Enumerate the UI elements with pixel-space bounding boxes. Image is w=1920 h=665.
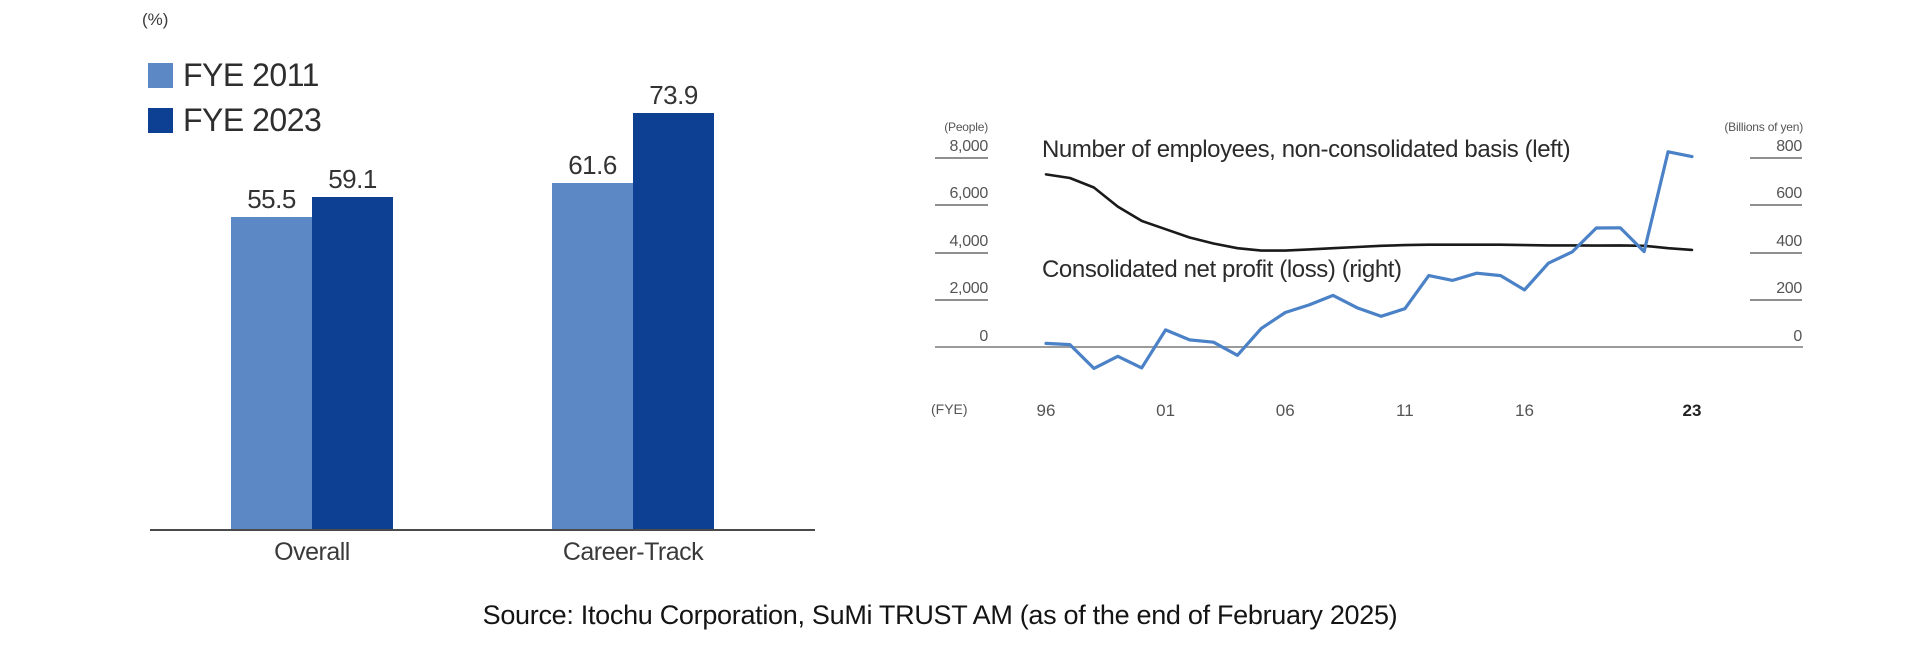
- right-axis-tick-label: 0: [1793, 328, 1802, 345]
- bar-career-track-fye-2023: [633, 113, 714, 530]
- right-axis-unit-label: (Billions of yen): [1724, 120, 1803, 134]
- left-axis-tick-label: 0: [979, 328, 988, 345]
- zero-baseline: [935, 346, 1803, 348]
- left-axis-tick-label: 6,000: [949, 185, 988, 202]
- x-tick-label-06: 06: [1275, 401, 1295, 420]
- x-tick-label-11: 11: [1396, 401, 1414, 420]
- bar-career-track-fye-2011: [552, 183, 633, 530]
- bar-overall-fye-2011: [231, 217, 312, 530]
- right-axis-tick-label: 400: [1776, 233, 1802, 250]
- left-axis-tick-label: 2,000: [949, 280, 988, 297]
- x-tick-label-16: 16: [1515, 401, 1534, 420]
- x-tick-label-01: 01: [1156, 401, 1176, 420]
- legend-swatch-fye2011: [148, 62, 173, 88]
- right-axis-tick-line: [1750, 204, 1802, 206]
- x-tick-label-23: 23: [1682, 401, 1702, 420]
- bar-chart-baseline-axis: [150, 529, 815, 531]
- x-tick-label-96: 96: [1036, 401, 1056, 420]
- left-axis-tick-label: 4,000: [949, 233, 988, 250]
- line-series-employees: [1044, 173, 1694, 252]
- left-axis-tick-line: [935, 157, 988, 159]
- legend-label-fye2011: FYE 2011: [183, 57, 319, 93]
- right-axis-tick-line: [1750, 157, 1802, 159]
- category-label-career-track: Career-Track: [562, 538, 704, 566]
- right-axis-tick-label: 800: [1776, 138, 1802, 155]
- legend-label-fye2023: FYE 2023: [183, 102, 322, 138]
- left-axis-tick-line: [935, 204, 988, 206]
- series-label-employees: Number of employees, non-consolidated ba…: [1042, 136, 1571, 163]
- x-axis-unit-label: (FYE): [931, 401, 968, 417]
- left-axis-tick-label: 8,000: [949, 138, 988, 155]
- bar-chart-legend: FYE 2011 FYE 2023: [148, 57, 322, 138]
- bar-chart-unit-label: (%): [142, 10, 169, 29]
- category-label-overall: Overall: [274, 538, 350, 566]
- left-axis-tick-line: [935, 299, 988, 301]
- bar-value-label: 61.6: [568, 150, 617, 180]
- right-axis-tick-label: 600: [1776, 185, 1802, 202]
- legend-item-fye2023: FYE 2023: [148, 102, 322, 138]
- left-axis-unit-label: (People): [944, 120, 988, 134]
- source-note: Source: Itochu Corporation, SuMi TRUST A…: [482, 600, 1398, 630]
- bar-value-label: 73.9: [649, 80, 698, 110]
- bar-overall-fye-2023: [312, 197, 393, 530]
- series-label-net-profit: Consolidated net profit (loss) (right): [1042, 256, 1402, 283]
- left-axis-tick-line: [935, 252, 988, 254]
- right-axis-tick-line: [1750, 252, 1802, 254]
- line-chart-plot: [1044, 150, 1694, 370]
- legend-item-fye2011: FYE 2011: [148, 57, 321, 93]
- line-series-net-profit: [1044, 150, 1694, 370]
- legend-swatch-fye2023: [148, 107, 173, 133]
- right-axis-tick-line: [1750, 299, 1802, 301]
- bar-value-label: 55.5: [247, 184, 296, 214]
- bar-value-label: 59.1: [328, 164, 377, 194]
- right-axis-tick-label: 200: [1776, 280, 1802, 297]
